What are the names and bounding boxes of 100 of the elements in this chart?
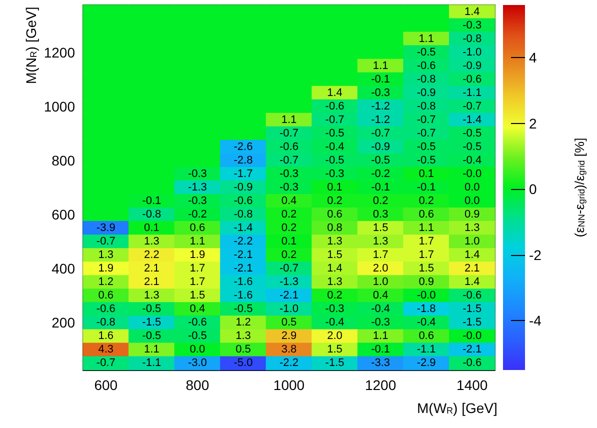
data-label: 4.3 (98, 344, 114, 356)
data-label: -0.0 (462, 330, 482, 342)
x-tick-label: 1400 (456, 377, 488, 393)
data-label: 1.3 (327, 276, 342, 288)
data-label: -2.6 (234, 140, 253, 153)
y-axis-title: M(NR) [GeV] (23, 6, 39, 84)
data-label: 1.5 (327, 344, 342, 356)
data-label: -0.3 (462, 19, 482, 32)
data-label: 1.4 (464, 276, 480, 288)
data-label: 0.0 (464, 182, 480, 194)
data-label: 1.1 (418, 32, 434, 45)
data-label: 0.1 (418, 168, 434, 180)
data-label: 1.4 (327, 86, 342, 99)
data-label: -0.6 (462, 357, 482, 370)
data-label: -2.1 (234, 249, 253, 262)
data-label: -0.9 (371, 140, 390, 153)
data-label: -0.7 (280, 154, 298, 166)
data-label: -1.1 (142, 357, 162, 370)
data-label: 1.3 (236, 330, 251, 342)
data-label: -0.7 (280, 262, 298, 275)
data-label: -0.6 (325, 100, 344, 112)
data-label: 1.1 (281, 114, 297, 126)
data-label: 0.0 (464, 195, 480, 208)
data-label: 1.3 (464, 222, 480, 234)
data-label: -1.8 (416, 303, 436, 316)
data-label: 0.5 (236, 344, 251, 356)
data-label: 1.3 (98, 249, 114, 262)
data-label: -1.6 (234, 276, 253, 288)
data-label: -2.2 (234, 236, 253, 248)
data-label: -0.6 (188, 316, 207, 329)
data-label: -1.6 (234, 290, 253, 302)
data-label: -0.8 (416, 73, 436, 86)
data-label: 1.7 (190, 276, 206, 288)
data-label: 0.1 (144, 222, 160, 234)
color-bar-label: -2 (529, 246, 542, 263)
data-label: -1.1 (416, 344, 436, 356)
data-label: 1.5 (418, 262, 434, 275)
data-label: 0.2 (281, 222, 297, 234)
data-label: -2.2 (280, 357, 298, 370)
data-label: 2.9 (281, 330, 297, 342)
data-label: 1.5 (372, 222, 388, 234)
data-label: 1.1 (190, 236, 206, 248)
data-label: 2.0 (327, 330, 342, 342)
data-label: 1.0 (464, 236, 480, 248)
data-label: -1.5 (462, 316, 482, 329)
data-label: 1.1 (372, 330, 388, 342)
data-label: -0.1 (371, 344, 390, 356)
y-tick-label: 600 (52, 206, 76, 223)
data-label: -0.1 (142, 195, 162, 208)
data-label: 2.2 (144, 249, 160, 262)
data-label: -0.3 (371, 316, 390, 329)
data-label: 0.8 (327, 222, 342, 234)
data-label: 0.2 (327, 195, 342, 208)
data-label: -1.2 (371, 100, 390, 112)
data-label: 1.7 (418, 236, 434, 248)
data-label: -0.8 (96, 316, 116, 329)
y-tick-label: 200 (52, 314, 76, 331)
data-label: -0.0 (462, 168, 482, 180)
data-label: -2.1 (280, 290, 298, 302)
data-label: -0.6 (280, 140, 298, 153)
data-label: -0.5 (462, 127, 482, 140)
data-label: 1.5 (190, 290, 206, 302)
y-tick-label: 1000 (44, 98, 76, 114)
data-label: -0.8 (142, 208, 162, 221)
data-label: -1.3 (280, 276, 298, 288)
data-label: -0.5 (416, 154, 436, 166)
data-label: 0.2 (418, 195, 434, 208)
data-label: -2.1 (462, 344, 482, 356)
data-label: -0.4 (325, 316, 344, 329)
data-label: -0.7 (325, 114, 344, 126)
data-label: -0.2 (371, 168, 390, 180)
data-label: -0.3 (280, 168, 298, 180)
data-label: -0.3 (325, 303, 344, 316)
data-label: -1.0 (280, 303, 298, 316)
color-bar-label: 4 (529, 50, 537, 66)
data-label: -0.8 (416, 100, 436, 112)
data-label: -0.6 (416, 60, 436, 72)
data-label: -0.3 (188, 195, 207, 208)
data-label: 0.4 (190, 303, 206, 316)
data-label: 0.9 (418, 276, 434, 288)
data-label: -0.9 (462, 60, 482, 72)
data-label: 1.9 (190, 249, 206, 262)
data-label: -0.5 (416, 46, 436, 58)
data-label: 1.4 (464, 249, 480, 262)
data-label: 0.4 (281, 195, 297, 208)
data-label: -3.9 (96, 222, 116, 234)
data-label: -0.7 (96, 357, 116, 370)
data-label: -2.8 (234, 154, 253, 166)
data-label: -0.4 (462, 154, 482, 166)
data-label: 1.5 (327, 249, 342, 262)
data-label: 1.7 (372, 249, 388, 262)
data-label: -0.7 (371, 127, 390, 140)
data-label: 1.7 (418, 249, 434, 262)
data-label: -1.2 (371, 114, 390, 126)
data-label: 0.9 (464, 208, 480, 221)
data-label: -0.5 (188, 330, 207, 342)
data-label: 1.3 (144, 236, 160, 248)
data-label: -0.5 (142, 303, 162, 316)
data-label: -1.1 (462, 86, 482, 99)
x-tick-label: 1200 (364, 377, 396, 393)
